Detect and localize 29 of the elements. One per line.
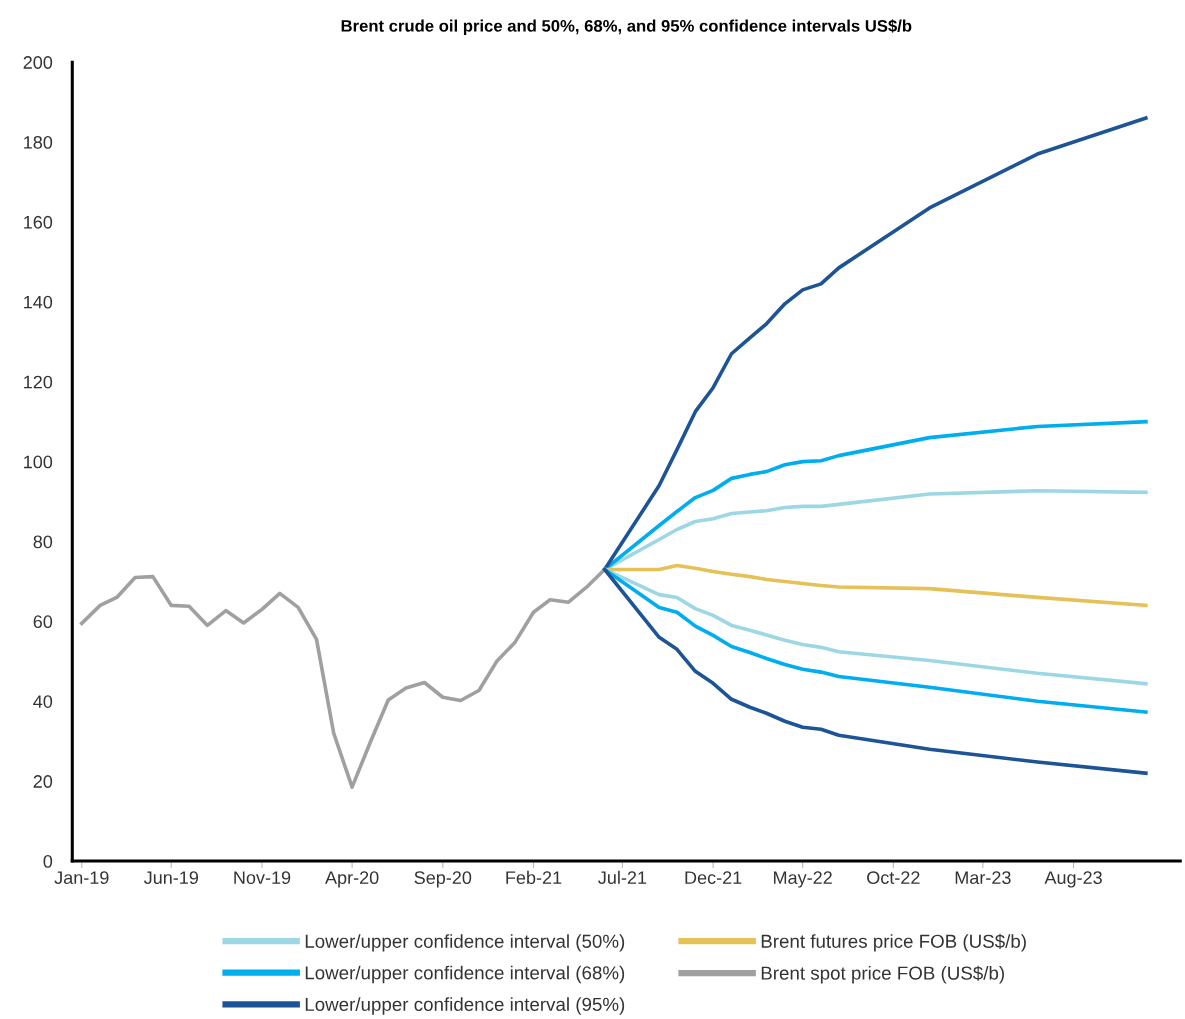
y-tick-label: 180 — [24, 135, 53, 149]
y-tick-label: 40 — [33, 695, 53, 708]
chart-title: Brent crude oil price and 50%, 68%, and 95% confidence intervals US$/b — [341, 19, 912, 36]
x-tick-label: Apr-20 — [325, 871, 379, 888]
x-tick-label: Sep-20 — [414, 871, 472, 888]
y-tick-label: 100 — [24, 455, 53, 469]
legend-label: Lower/upper confidence interval (50%) — [305, 934, 625, 952]
x-tick-label: Nov-19 — [234, 871, 291, 885]
x-tick-label: Aug-23 — [1044, 871, 1102, 888]
legend-label: Lower/upper confidence interval (68%) — [305, 965, 625, 984]
x-tick-label: Oct-22 — [867, 871, 920, 885]
legend-label: Brent spot price FOB (US$/b) — [761, 965, 1004, 984]
y-tick-label: 0 — [43, 854, 53, 868]
y-tick-label: 160 — [24, 215, 53, 229]
legend-label: Brent futures price FOB (US$/b) — [761, 933, 1026, 952]
x-tick-label: May-22 — [774, 871, 832, 888]
x-tick-label: Jan-19 — [54, 871, 109, 885]
y-tick-label: 80 — [33, 535, 53, 549]
x-tick-label: Feb-21 — [506, 870, 562, 885]
legend-label: Lower/upper confidence interval (95%) — [305, 997, 625, 1015]
x-tick-label: Jun-19 — [143, 871, 199, 885]
x-tick-label: Mar-23 — [955, 871, 1011, 885]
y-tick-label: 20 — [33, 775, 53, 788]
x-tick-label: Jul-21 — [598, 870, 647, 885]
y-tick-label: 140 — [24, 295, 53, 309]
y-tick-label: 200 — [23, 56, 53, 69]
y-tick-label: 60 — [33, 615, 53, 629]
y-tick-label: 120 — [24, 375, 53, 389]
x-tick-label: Dec-21 — [685, 871, 742, 885]
